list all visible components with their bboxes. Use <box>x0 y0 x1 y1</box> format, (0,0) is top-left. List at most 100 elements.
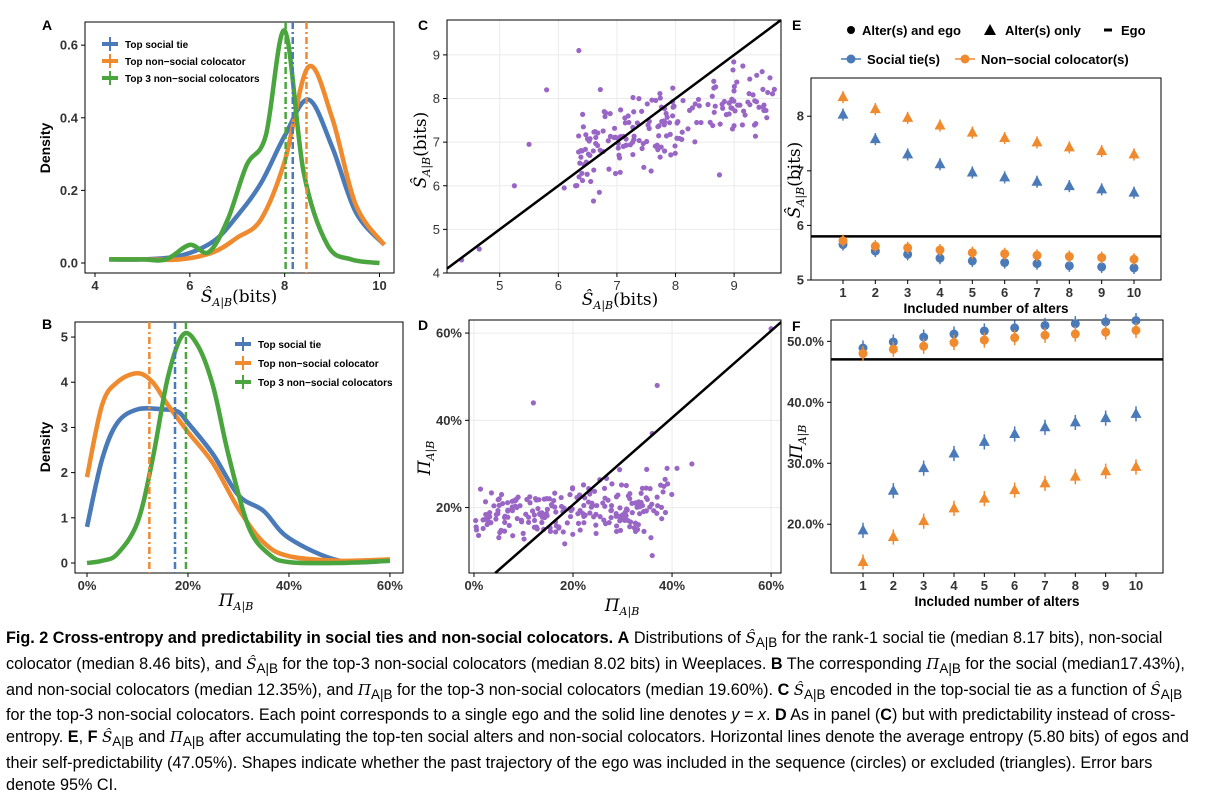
panel-c-point <box>656 123 662 129</box>
legend-shape-label: Ego <box>1121 23 1146 38</box>
panel-b-xtick-label: 0% <box>78 578 97 593</box>
caption-symbol-s: Ŝ <box>246 654 257 673</box>
panel-a-xtick-label: 4 <box>91 278 99 293</box>
panel-c-point <box>689 105 696 111</box>
panel-c-point <box>756 104 762 110</box>
panel-d-xtick-label: 0% <box>465 578 484 593</box>
caption-subscript: A|B <box>256 661 279 677</box>
panel-d-point <box>501 514 508 521</box>
panel-f-triangle-point <box>857 524 869 535</box>
panel-d-point <box>654 382 660 389</box>
panel-c-point <box>617 107 624 113</box>
panel-c-point <box>639 145 645 152</box>
panel-c-xtick-label: 8 <box>672 278 679 293</box>
panel-f-circle-point <box>949 329 959 339</box>
panel-c-point <box>692 139 698 145</box>
panel-d-point <box>641 508 647 515</box>
panel-d-point <box>609 481 615 487</box>
panel-c-point <box>586 138 592 144</box>
panel-c-point <box>771 86 777 92</box>
panel-f-circle-point <box>919 341 929 351</box>
panel-c-point <box>672 143 678 149</box>
panel-d-point <box>496 535 502 541</box>
panel-d-point <box>625 517 631 524</box>
panel-f-triangle-point <box>1009 428 1021 439</box>
caption-equation: y = x <box>731 706 766 725</box>
panel-e-xtick-label: 5 <box>969 285 976 300</box>
panel-a-xlabel: ŜA|B(bits) <box>201 286 278 310</box>
caption-symbol-pi: Π <box>169 728 183 747</box>
panel-d-point <box>608 503 615 509</box>
panel-e-xtick-label: 6 <box>1001 285 1008 300</box>
panel-c-point <box>692 101 698 107</box>
caption-symbol-s: Ŝ <box>102 728 113 747</box>
caption-letter-e: E <box>67 728 79 747</box>
panel-d-point <box>483 511 489 518</box>
caption-subscript: A|B <box>370 686 393 702</box>
panel-f-circle-point <box>1010 333 1020 343</box>
panel-d-point <box>547 528 554 535</box>
panel-c-point <box>679 129 685 135</box>
panel-a-legend-label: Top non−social colocator <box>125 57 246 68</box>
panel-a-density-line <box>109 28 380 266</box>
panel-f-xtick-label: 4 <box>950 578 958 593</box>
panel-d-point <box>654 494 660 500</box>
panel-f-xtick-label: 5 <box>981 578 988 593</box>
panel-c-frame <box>446 19 782 274</box>
panel-c-point <box>670 85 676 91</box>
panel-c-point <box>511 183 517 189</box>
panel-c-point <box>631 109 637 115</box>
panel-f-circle-point <box>1070 329 1080 339</box>
panel-c-point <box>664 114 670 120</box>
panel-d-point <box>587 510 593 516</box>
panel-d-point <box>664 465 670 471</box>
panel-b-density-line <box>86 330 391 566</box>
panel-d-point <box>654 510 660 516</box>
panel-a-frame <box>84 21 395 274</box>
legend-shape-label: Alter(s) and ego <box>862 23 961 38</box>
panel-c-point <box>726 100 732 106</box>
panel-f-circle-point <box>1101 317 1111 327</box>
panel-b-letter: B <box>42 316 52 332</box>
panel-e-triangle-point <box>1096 145 1108 156</box>
panel-f-circle-point <box>1131 316 1141 326</box>
panel-c-point <box>716 172 723 178</box>
panel-c-point <box>663 133 670 139</box>
caption-text: for the top-3 non-social colocators. Eac… <box>6 706 732 725</box>
panel-d-point <box>567 492 573 498</box>
panel-c-point <box>576 47 582 54</box>
panel-f-triangle-point <box>948 447 960 458</box>
panel-c-point <box>657 95 663 101</box>
panel-c-xtick-label: 5 <box>496 278 503 293</box>
caption-symbol-s: Ŝ <box>1150 680 1161 699</box>
panel-d-point <box>593 530 599 537</box>
panel-a-density-line <box>109 63 387 263</box>
panel-d-point <box>606 519 612 526</box>
panel-c-point <box>731 98 737 104</box>
panel-c-point <box>576 133 582 139</box>
panel-f-triangle-point <box>1069 416 1081 427</box>
panel-d-point <box>689 461 695 467</box>
caption-text: The corresponding <box>782 654 927 673</box>
panel-d-point <box>473 524 479 530</box>
panel-d-point <box>631 525 637 531</box>
panel-f-xtick-label: 6 <box>1011 578 1018 593</box>
panel-e-triangle-point <box>934 158 946 169</box>
legend-series-label: Social tie(s) <box>867 52 940 67</box>
panel-b-ylabel: Density <box>37 422 53 473</box>
caption-text: after accumulating the top-ten social al… <box>6 728 1189 794</box>
panel-d-point <box>564 520 570 526</box>
panel-d-point <box>544 496 550 502</box>
panel-c-point <box>577 160 583 166</box>
panel-d-point <box>527 500 533 506</box>
panel-d-point <box>535 505 541 512</box>
caption-subscript: A|B <box>112 734 134 750</box>
panel-f-xtick-label: 8 <box>1072 578 1079 593</box>
panel-c-xtick-label: 7 <box>613 278 620 293</box>
panel-c-point <box>612 170 619 177</box>
panel-f-letter: F <box>792 318 801 334</box>
panel-e-triangle-point <box>966 126 978 137</box>
panel-c-point <box>627 142 633 148</box>
caption-text: for the social (median17.43%), and non-s… <box>6 654 1185 699</box>
panel-d-point <box>531 517 538 524</box>
